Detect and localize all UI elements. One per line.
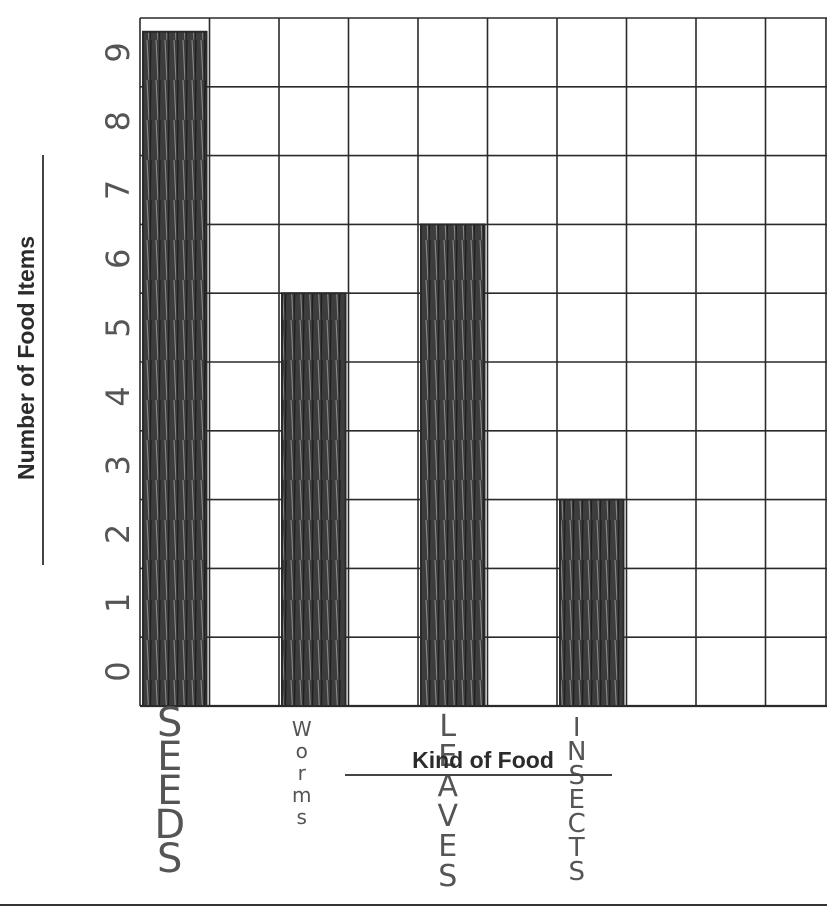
y-tick-label: 6 xyxy=(99,249,137,269)
y-tick-label: 7 xyxy=(99,180,137,200)
y-tick-label: 2 xyxy=(99,524,137,544)
y-tick-label: 1 xyxy=(99,593,137,613)
y-tick-label: 3 xyxy=(99,455,137,475)
y-tick-label: 5 xyxy=(99,317,137,337)
bar-worms xyxy=(281,292,347,707)
x-category-labels: S E E D S W o r m s L E A V E S I N S E C T S xyxy=(154,700,586,894)
x-axis-label: Kind of Food xyxy=(412,747,554,773)
y-tick-label: 4 xyxy=(99,386,137,406)
chart-bars xyxy=(142,30,625,707)
y-tick-label: 9 xyxy=(99,42,137,62)
y-axis-label: Number of Food Items xyxy=(13,236,39,480)
y-tick-label: 0 xyxy=(99,661,137,681)
bar-seeds xyxy=(142,30,208,707)
bar-leaves xyxy=(420,223,486,707)
y-tick-label: 8 xyxy=(99,111,137,131)
y-tick-labels: 0 1 2 3 4 5 6 7 8 9 xyxy=(99,42,137,682)
bar-insects xyxy=(559,498,625,707)
